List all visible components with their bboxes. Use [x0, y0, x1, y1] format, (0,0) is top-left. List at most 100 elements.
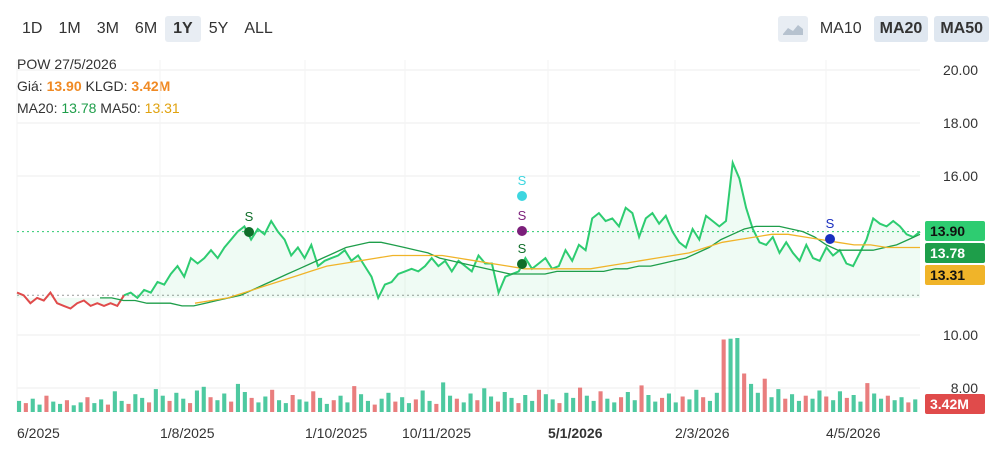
volume-bar [605, 398, 610, 412]
sell-markers: S S S S S [244, 173, 835, 269]
volume-bar [153, 389, 158, 412]
ma50-badge-bg [925, 265, 985, 285]
range-tab-1m[interactable]: 1M [58, 20, 81, 37]
volume-bar [687, 399, 692, 412]
range-tab-3m[interactable]: 3M [96, 20, 119, 37]
volume-bar [837, 391, 842, 412]
ma-info: MA20: 13.78 MA50: 13.31 [17, 100, 180, 116]
volume-bar [71, 405, 76, 412]
range-tab-all[interactable]: ALL [244, 20, 273, 37]
volume-bar [215, 400, 220, 412]
volume-bar [824, 396, 829, 412]
volume-bar [619, 397, 624, 412]
volume-bar [448, 395, 453, 412]
sell-marker-dot [825, 234, 835, 244]
volume-value: 3.42M [131, 78, 171, 94]
range-tab-5y[interactable]: 5Y [208, 20, 229, 37]
volume-bar [680, 396, 685, 412]
volume-bar [776, 389, 781, 412]
volume-bar [290, 395, 295, 412]
range-tab-1y[interactable]: 1Y [165, 16, 201, 42]
volume-bar [885, 395, 890, 412]
volume-bar [701, 397, 706, 412]
volume-bar [872, 393, 877, 412]
volume-bar [646, 395, 651, 412]
volume-bar [386, 392, 391, 412]
volume-bar [188, 403, 193, 412]
volume-bar [899, 397, 904, 412]
ma10-tab[interactable]: MA10 [819, 20, 862, 37]
volume-bar [653, 401, 658, 412]
ma20-value: 13.78 [61, 100, 97, 116]
volume-bar [359, 394, 364, 412]
volume-bar [858, 401, 863, 412]
y-tick-label: 20.00 [943, 62, 978, 78]
ma-tabs: MA10 MA20 MA50 [777, 16, 989, 42]
volume-bar [242, 392, 247, 412]
volume-bar [352, 386, 357, 412]
volume-bar [420, 390, 425, 412]
value-badges: 13.90 13.78 13.31 3.42M [925, 221, 985, 414]
volume-bar [147, 402, 152, 412]
volume-bar [64, 400, 69, 412]
volume-bar [249, 397, 254, 412]
volume-bar [468, 393, 473, 412]
volume-bar [167, 400, 172, 412]
ma20-tab[interactable]: MA20 [873, 16, 929, 42]
price-label: Giá: [17, 78, 47, 94]
volume-bar [85, 397, 90, 412]
volume-bar [427, 400, 432, 412]
sell-marker-label: S [518, 208, 527, 223]
x-tick-label: 2/3/2026 [675, 425, 730, 441]
volume-bar [311, 391, 316, 412]
range-tab-1d[interactable]: 1D [22, 20, 43, 37]
range-tabs: 1D 1M 3M 6M 1Y 5Y ALL [14, 16, 281, 42]
volume-bar [762, 378, 767, 412]
volume-bar [475, 400, 480, 412]
volume-bar [632, 400, 637, 412]
volume-bar [17, 400, 22, 412]
volume-bar [194, 390, 199, 412]
volume-bar [796, 400, 801, 412]
x-tick-label: 5/1/2026 [548, 425, 603, 441]
ticker-date: POW 27/5/2026 [17, 56, 117, 72]
x-tick-label: 1/8/2025 [160, 425, 215, 441]
volume-bar [413, 399, 418, 412]
volume-badge: 3.42M [930, 396, 969, 412]
volume-bar [666, 393, 671, 412]
volume-bar [721, 339, 726, 412]
area-chart-icon[interactable] [777, 16, 808, 42]
volume-bar [783, 398, 788, 412]
volume-bar [571, 397, 576, 412]
volume-bar [235, 383, 240, 412]
volume-bar [755, 392, 760, 412]
volume-bar [393, 401, 398, 412]
volume-bar [550, 399, 555, 412]
chart-grid [16, 60, 920, 412]
volume-bar [516, 403, 521, 412]
volume-bar [283, 403, 288, 412]
volume-bar [509, 397, 514, 412]
sell-marker-label: S [826, 216, 835, 231]
volume-label: KLGD: [81, 78, 132, 94]
ma50-tab[interactable]: MA50 [934, 16, 989, 42]
volume-bar [543, 394, 548, 412]
volume-bar [105, 404, 110, 412]
volume-bar [817, 390, 822, 412]
volume-bar [906, 402, 911, 412]
ma20-line [100, 225, 921, 307]
volume-bar [51, 401, 56, 412]
volume-bar [331, 400, 336, 412]
sell-marker-label: S [518, 173, 527, 188]
ma20-badge: 13.78 [930, 245, 965, 261]
volume-bar [673, 402, 678, 412]
range-tab-6m[interactable]: 6M [134, 20, 158, 37]
volume-bar [502, 392, 507, 412]
volume-bar [44, 395, 49, 412]
volume-bar [406, 403, 411, 412]
volume-bar [461, 402, 466, 412]
volume-bar [536, 389, 541, 412]
ma50-badge: 13.31 [930, 267, 965, 283]
volume-bar [99, 399, 104, 412]
